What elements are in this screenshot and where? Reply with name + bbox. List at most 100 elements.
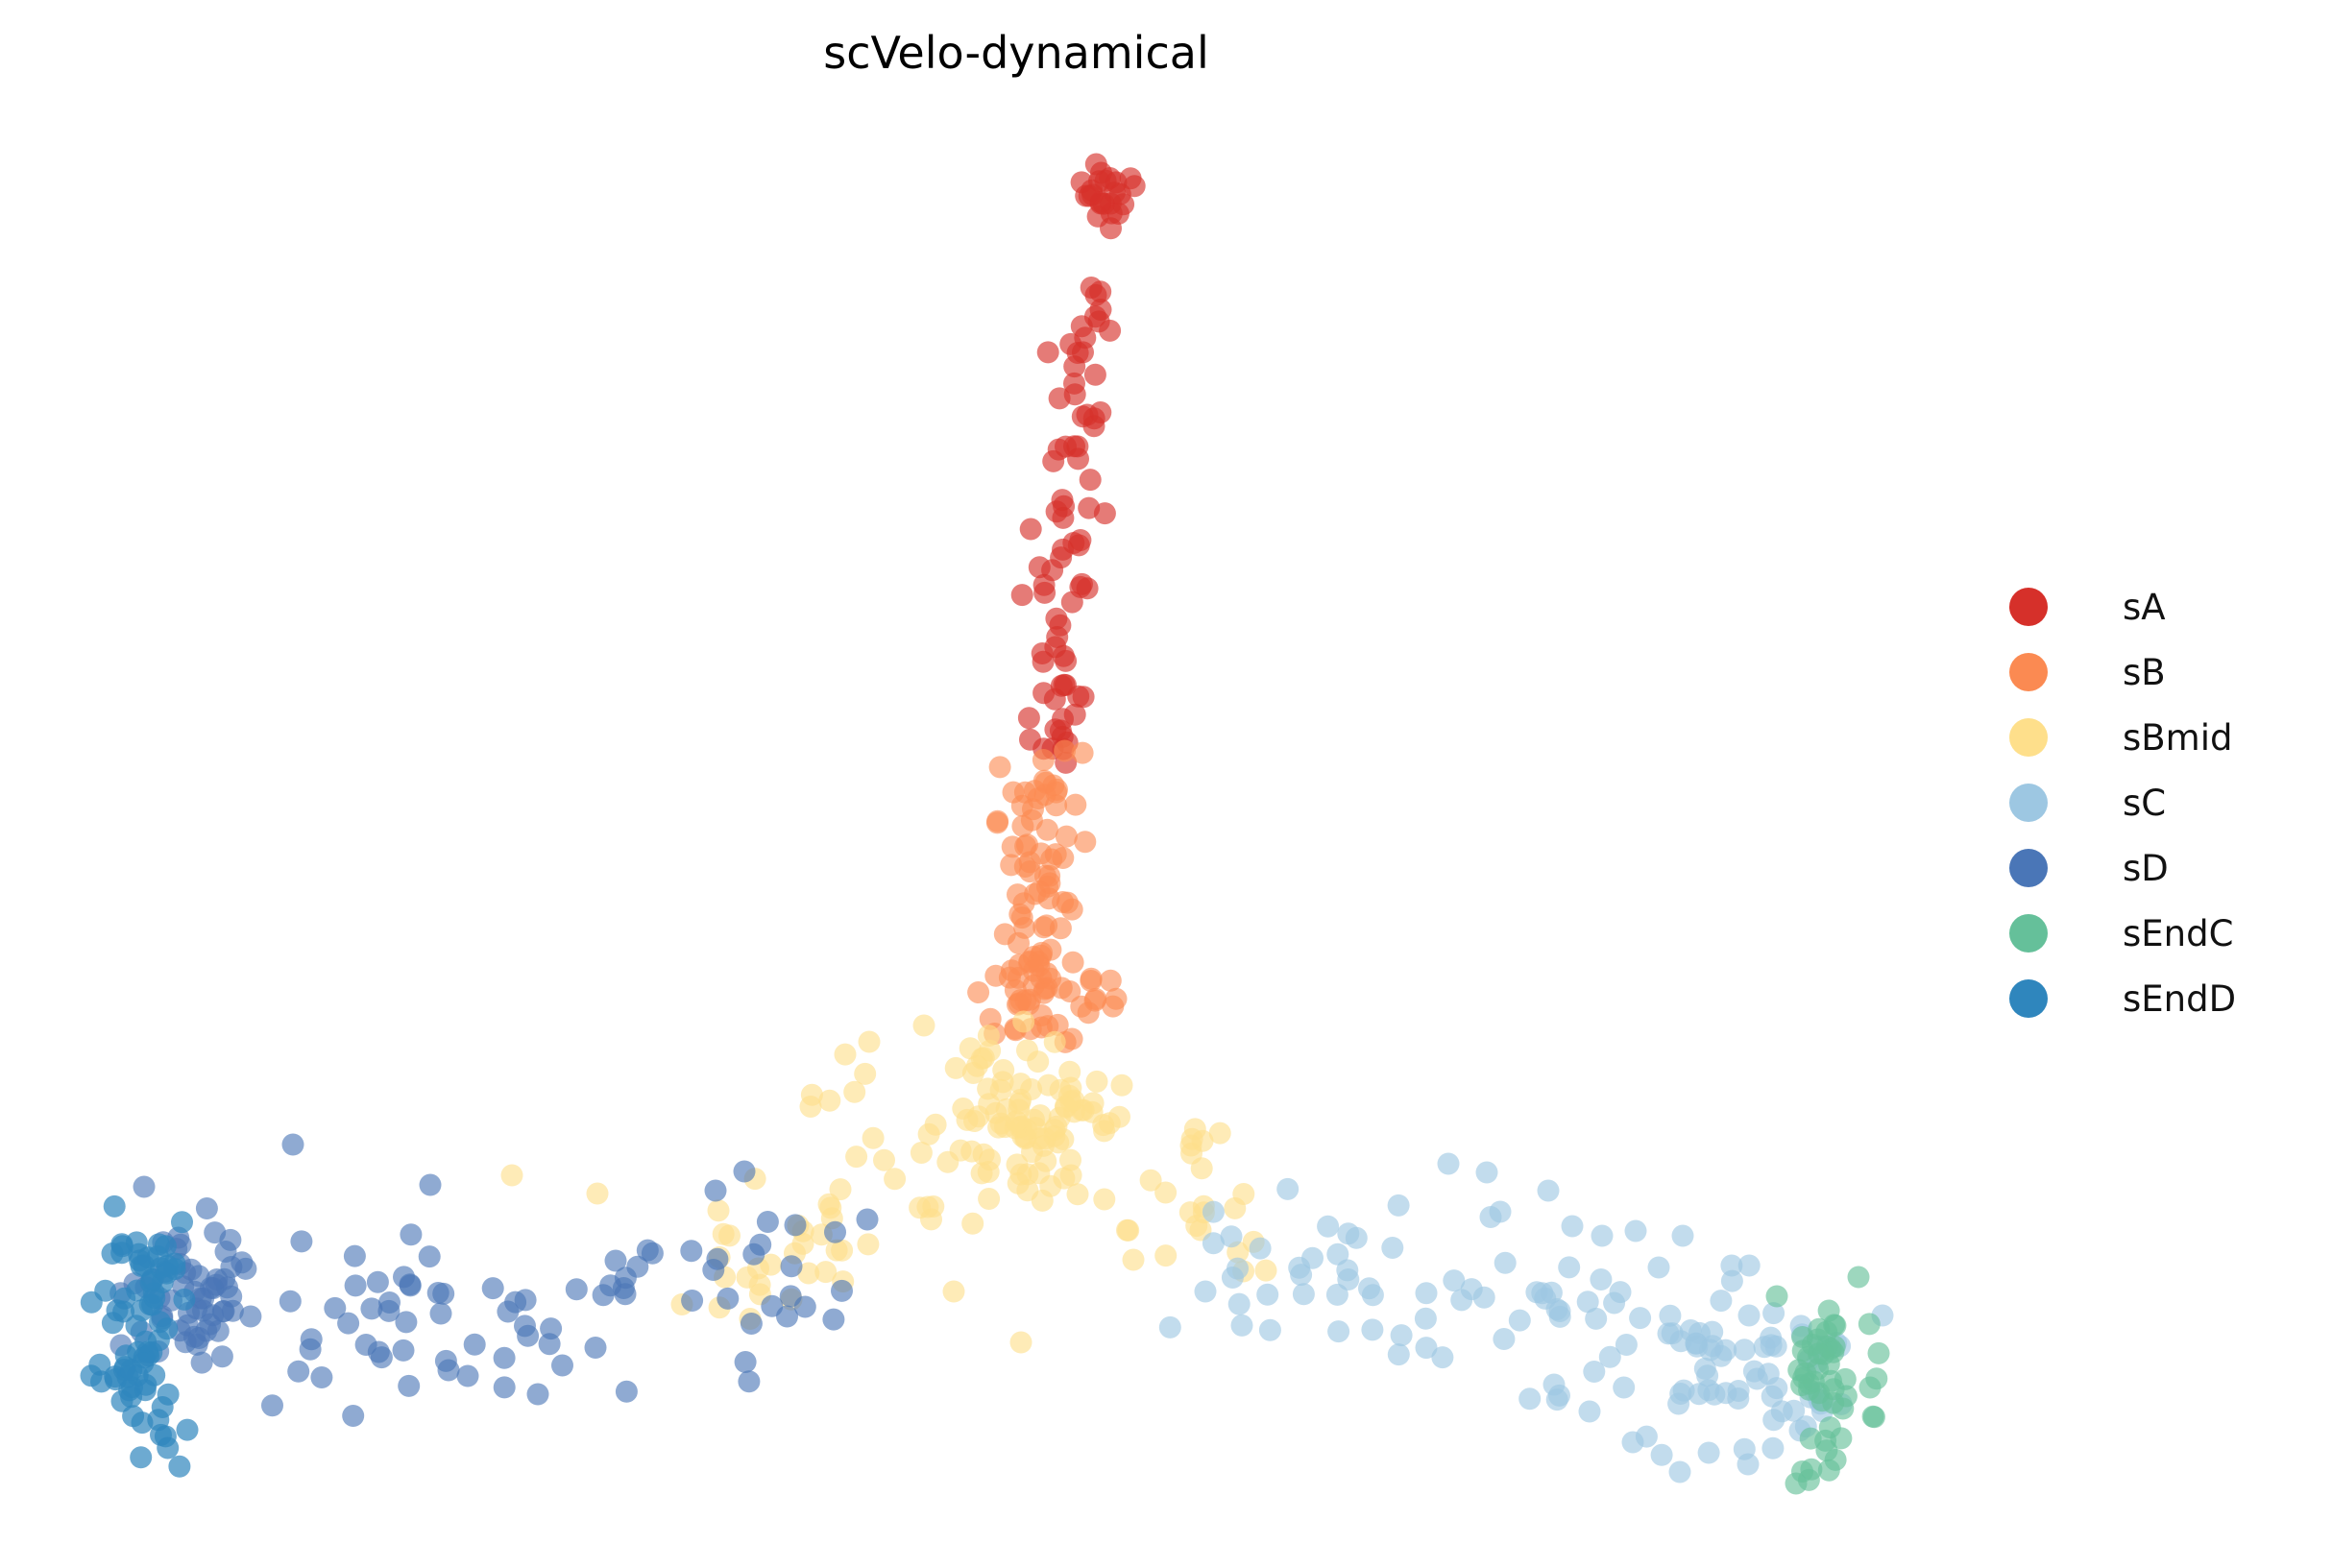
point-sD	[432, 1282, 455, 1305]
point-sBmid	[944, 1056, 967, 1079]
point-sEndC	[1834, 1367, 1857, 1390]
point-sB	[1099, 969, 1122, 992]
point-sD	[366, 1270, 389, 1293]
legend-label: sB	[2123, 651, 2166, 693]
point-sBmid	[977, 1161, 1000, 1183]
point-sBmid	[829, 1178, 852, 1201]
point-sD	[733, 1160, 756, 1183]
point-sC	[1414, 1307, 1437, 1330]
point-sC	[1671, 1224, 1694, 1247]
point-sC	[1668, 1460, 1691, 1484]
point-sA	[1079, 469, 1102, 492]
point-sC	[1443, 1269, 1466, 1292]
point-sEndC	[1765, 1285, 1788, 1308]
point-sC	[1336, 1259, 1359, 1282]
point-sBmid	[1029, 1104, 1052, 1127]
point-sC	[1534, 1287, 1557, 1310]
point-sBmid	[917, 1122, 940, 1146]
point-sBmid	[718, 1224, 741, 1247]
point-sBmid	[1037, 1073, 1060, 1097]
point-sD	[398, 1374, 421, 1397]
legend-item-sB: sB	[2009, 639, 2236, 705]
point-sC	[1745, 1367, 1768, 1390]
point-sC	[1762, 1302, 1785, 1325]
point-sC	[1227, 1292, 1251, 1315]
point-sD	[514, 1289, 537, 1312]
point-sC	[1292, 1283, 1315, 1306]
point-sD	[310, 1366, 333, 1388]
point-sEndC	[1785, 1472, 1808, 1495]
point-sB	[1032, 916, 1056, 939]
point-sD	[395, 1311, 418, 1334]
point-sBmid	[1154, 1181, 1178, 1204]
point-sBmid	[857, 1233, 880, 1256]
point-sBmid	[910, 1142, 933, 1164]
point-sEndD	[156, 1262, 178, 1285]
point-sC	[1548, 1300, 1571, 1322]
point-sC	[1258, 1318, 1281, 1341]
point-sD	[204, 1221, 227, 1244]
point-sEndD	[120, 1359, 143, 1382]
point-sBmid	[1190, 1157, 1213, 1180]
point-sC	[1737, 1453, 1760, 1476]
point-sD	[290, 1230, 313, 1253]
point-sC	[1558, 1256, 1581, 1279]
point-sD	[343, 1244, 366, 1267]
legend-marker-icon	[2009, 588, 2048, 626]
point-sA	[1048, 387, 1071, 410]
point-sB	[1022, 974, 1045, 997]
point-sD	[190, 1351, 213, 1374]
point-sC	[1615, 1334, 1638, 1356]
legend-marker-icon	[2009, 784, 2048, 822]
point-sBmid	[1093, 1120, 1116, 1143]
point-sB	[1032, 749, 1055, 771]
point-sA	[1094, 169, 1117, 192]
legend-marker-icon	[2009, 979, 2048, 1018]
point-sC	[1761, 1436, 1785, 1459]
point-sD	[437, 1359, 460, 1382]
point-sEndD	[147, 1409, 170, 1432]
point-sBmid	[1009, 1073, 1032, 1096]
point-sA	[1045, 607, 1068, 630]
point-sC	[1576, 1291, 1599, 1314]
point-sD	[493, 1346, 516, 1369]
point-sA	[1076, 577, 1099, 600]
point-sC	[1697, 1379, 1720, 1402]
point-sD	[604, 1249, 627, 1272]
point-sC	[1537, 1179, 1560, 1202]
legend-marker-icon	[2009, 914, 2048, 953]
point-sC	[1387, 1343, 1410, 1366]
point-sC	[1697, 1441, 1720, 1464]
point-sBmid	[1117, 1218, 1140, 1242]
point-sC	[1220, 1225, 1243, 1248]
point-sD	[681, 1290, 704, 1312]
point-sD	[344, 1274, 367, 1297]
point-sC	[1387, 1194, 1410, 1217]
point-sBmid	[1012, 1010, 1035, 1033]
point-sC	[1460, 1278, 1483, 1301]
point-sC	[1326, 1242, 1349, 1266]
point-sBmid	[978, 1188, 1001, 1210]
point-sEndC	[1858, 1313, 1881, 1336]
point-sA	[1078, 496, 1101, 519]
point-sEndC	[1847, 1266, 1870, 1289]
point-sC	[1431, 1346, 1454, 1369]
point-sB	[967, 981, 990, 1003]
point-sBmid	[858, 1030, 881, 1053]
point-sC	[1561, 1215, 1584, 1238]
point-sD	[514, 1315, 536, 1338]
point-sC	[1578, 1400, 1601, 1423]
point-sD	[704, 1179, 727, 1202]
point-sBmid	[1066, 1183, 1089, 1206]
point-sD	[378, 1291, 401, 1314]
point-sC	[1202, 1232, 1225, 1255]
point-sD	[538, 1333, 561, 1356]
chart-title: scVelo-dynamical	[823, 27, 1209, 79]
point-sC	[1390, 1324, 1413, 1347]
point-sD	[239, 1305, 262, 1328]
point-sEndD	[103, 1194, 126, 1218]
point-sB	[1074, 831, 1097, 854]
point-sD	[734, 1351, 757, 1373]
point-sC	[1494, 1251, 1517, 1274]
point-sBmid	[1081, 1092, 1105, 1115]
